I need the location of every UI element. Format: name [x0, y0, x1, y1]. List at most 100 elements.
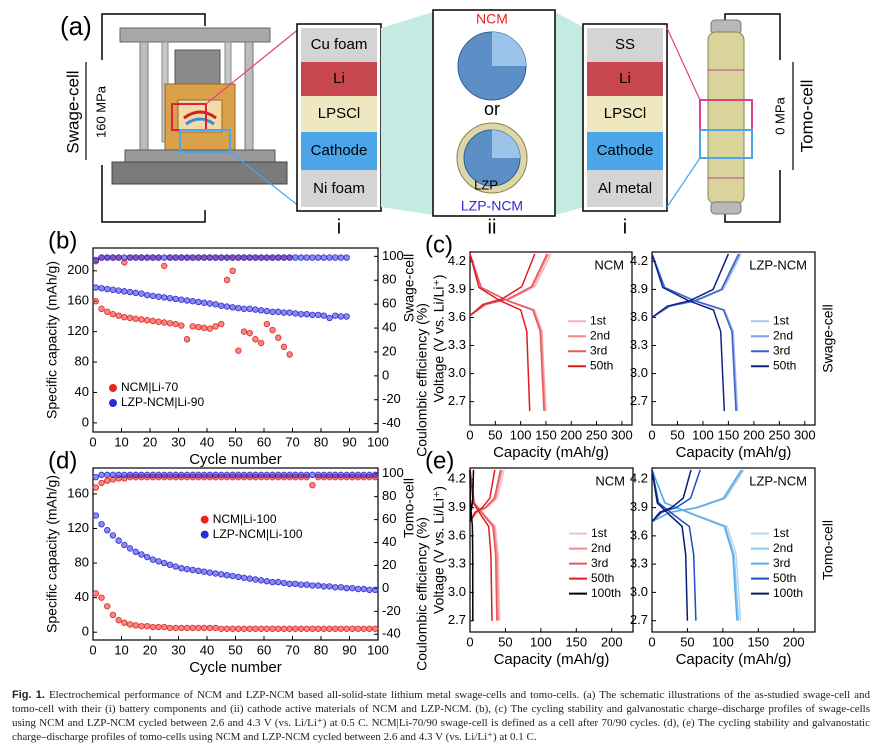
data-point	[104, 308, 111, 316]
data-point	[161, 262, 168, 270]
x-tick-label: 0	[648, 427, 655, 442]
data-point	[189, 298, 196, 305]
data-point	[155, 254, 162, 261]
data-point	[229, 304, 236, 311]
voltage-curve	[469, 253, 548, 412]
y2-tick-label: 0	[382, 367, 389, 382]
data-point	[337, 471, 345, 479]
data-point	[206, 471, 214, 479]
legend-label: 1st	[591, 526, 608, 540]
y-axis-label: Voltage (V vs. Li/Li⁺)	[431, 486, 447, 614]
data-point	[212, 624, 219, 632]
data-point	[292, 254, 299, 261]
data-point	[337, 584, 345, 591]
data-point	[200, 568, 208, 575]
y-tick-label: 3.3	[630, 556, 648, 571]
legend-label: 2nd	[773, 328, 793, 342]
data-point	[109, 254, 117, 261]
data-point	[132, 622, 139, 629]
y-axis-label: Voltage (V vs. Li/Li⁺)	[431, 274, 447, 402]
data-point	[269, 578, 276, 586]
data-point	[121, 254, 128, 261]
data-point	[280, 343, 288, 351]
data-point	[109, 286, 117, 294]
data-point	[332, 584, 339, 591]
data-point	[143, 471, 151, 479]
data-point	[263, 578, 271, 585]
data-point	[252, 254, 259, 261]
panel-label: (d)	[48, 447, 77, 474]
y-tick-label: 2.7	[630, 612, 648, 627]
data-point	[104, 603, 111, 610]
x-tick-label: 0	[89, 642, 96, 657]
y2-tick-label: 20	[382, 557, 396, 572]
data-point	[195, 323, 202, 331]
y-tick-label: 40	[75, 589, 89, 604]
y2-axis-label: Coulombic efficiency (%)	[414, 517, 430, 671]
data-point	[332, 312, 339, 319]
x-tick-label: 50	[488, 427, 502, 442]
data-point	[269, 471, 276, 479]
y-tick-label: 2.7	[448, 393, 466, 408]
data-point	[263, 471, 271, 479]
data-point	[138, 471, 145, 479]
data-point	[212, 323, 219, 330]
data-point	[218, 625, 225, 632]
data-point	[337, 254, 345, 261]
data-point	[280, 309, 288, 316]
x-axis-label: Capacity (mAh/g)	[494, 651, 610, 668]
x-tick-label: 300	[794, 427, 816, 442]
voltage-curve	[651, 469, 744, 621]
x-tick-label: 70	[285, 642, 299, 657]
data-point	[235, 304, 242, 312]
data-point	[252, 625, 259, 632]
legend-swatch	[200, 515, 209, 524]
layer-label: Cathode	[311, 142, 368, 159]
data-point	[303, 471, 310, 479]
data-point	[275, 578, 282, 586]
x-tick-label: 100	[510, 427, 532, 442]
x-tick-label: 70	[285, 434, 299, 449]
data-point	[92, 473, 100, 481]
legend-label: 1st	[590, 313, 607, 327]
data-point	[326, 254, 333, 261]
data-point	[314, 625, 322, 632]
data-point	[223, 254, 231, 261]
data-point	[223, 303, 231, 310]
data-point	[138, 290, 145, 297]
data-point	[183, 471, 191, 479]
legend-label: 50th	[773, 358, 796, 372]
data-point	[115, 616, 122, 624]
y-tick-label: 3.0	[448, 584, 466, 599]
data-point	[303, 581, 310, 588]
data-point	[121, 313, 128, 321]
y-tick-label: 200	[67, 262, 89, 277]
data-point	[280, 625, 288, 632]
data-point	[166, 561, 174, 569]
plot-frame	[469, 251, 633, 426]
y-tick-label: 120	[67, 323, 89, 338]
pressure-label: 160 MPa	[93, 85, 108, 138]
x-tick-label: 150	[718, 427, 740, 442]
data-point	[92, 512, 100, 519]
swage-stack	[296, 23, 382, 212]
data-point	[200, 254, 208, 261]
x-tick-label: 50	[228, 642, 242, 657]
data-point	[155, 318, 162, 325]
data-point	[206, 569, 214, 576]
data-point	[257, 625, 265, 632]
data-point	[354, 625, 362, 632]
data-point	[166, 254, 174, 261]
data-point	[172, 471, 179, 479]
data-point	[235, 254, 242, 261]
layer-label: LPSCl	[604, 105, 647, 122]
data-point	[343, 254, 350, 261]
data-point	[252, 471, 259, 479]
data-point	[104, 285, 111, 293]
voltage-curve	[469, 469, 475, 621]
data-point	[166, 624, 174, 632]
data-point	[218, 320, 225, 328]
data-point	[161, 319, 168, 326]
data-point	[109, 471, 117, 479]
